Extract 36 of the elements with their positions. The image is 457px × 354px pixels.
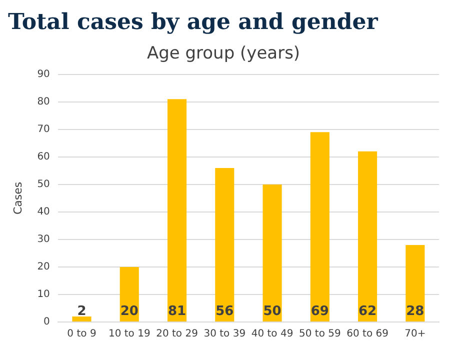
chart-title: Total cases by age and gender	[8, 8, 379, 36]
bar	[406, 244, 425, 322]
data-label: 20	[120, 304, 138, 319]
bar	[167, 99, 187, 322]
data-label: 50	[263, 304, 282, 319]
x-tick-label: 10 to 19	[108, 328, 150, 340]
bar	[215, 168, 234, 322]
data-label: 56	[216, 304, 234, 319]
data-label: 69	[310, 304, 329, 319]
y-axis-title: Cases	[11, 182, 24, 215]
y-tick-label: 70	[37, 124, 50, 136]
data-label: 81	[168, 304, 186, 319]
x-tick-label: 0 to 9	[67, 328, 96, 340]
chart-subtitle: Age group (years)	[146, 44, 300, 64]
x-tick-label: 70+	[404, 328, 426, 340]
y-tick-label: 40	[37, 206, 50, 218]
data-label: 62	[358, 304, 377, 319]
y-tick-label: 50	[37, 179, 50, 190]
x-tick-label: 50 to 59	[298, 328, 341, 340]
y-tick-label: 20	[37, 262, 50, 273]
data-label: 2	[77, 304, 86, 319]
data-label: 28	[406, 304, 424, 319]
x-tick-label: 30 to 39	[204, 328, 246, 340]
bar	[310, 132, 330, 322]
bar	[262, 184, 282, 322]
y-tick-label: 90	[37, 68, 50, 80]
y-tick-label: 0	[44, 316, 50, 328]
y-tick-label: 30	[37, 234, 50, 246]
y-tick-label: 80	[37, 96, 50, 108]
x-tick-label: 20 to 29	[156, 328, 198, 340]
bar	[358, 151, 378, 322]
x-tick-label: 40 to 49	[251, 328, 294, 340]
bar	[72, 316, 92, 322]
x-tick-label: 60 to 69	[346, 328, 388, 340]
y-tick-label: 60	[37, 152, 50, 163]
y-tick-label: 10	[37, 289, 50, 300]
